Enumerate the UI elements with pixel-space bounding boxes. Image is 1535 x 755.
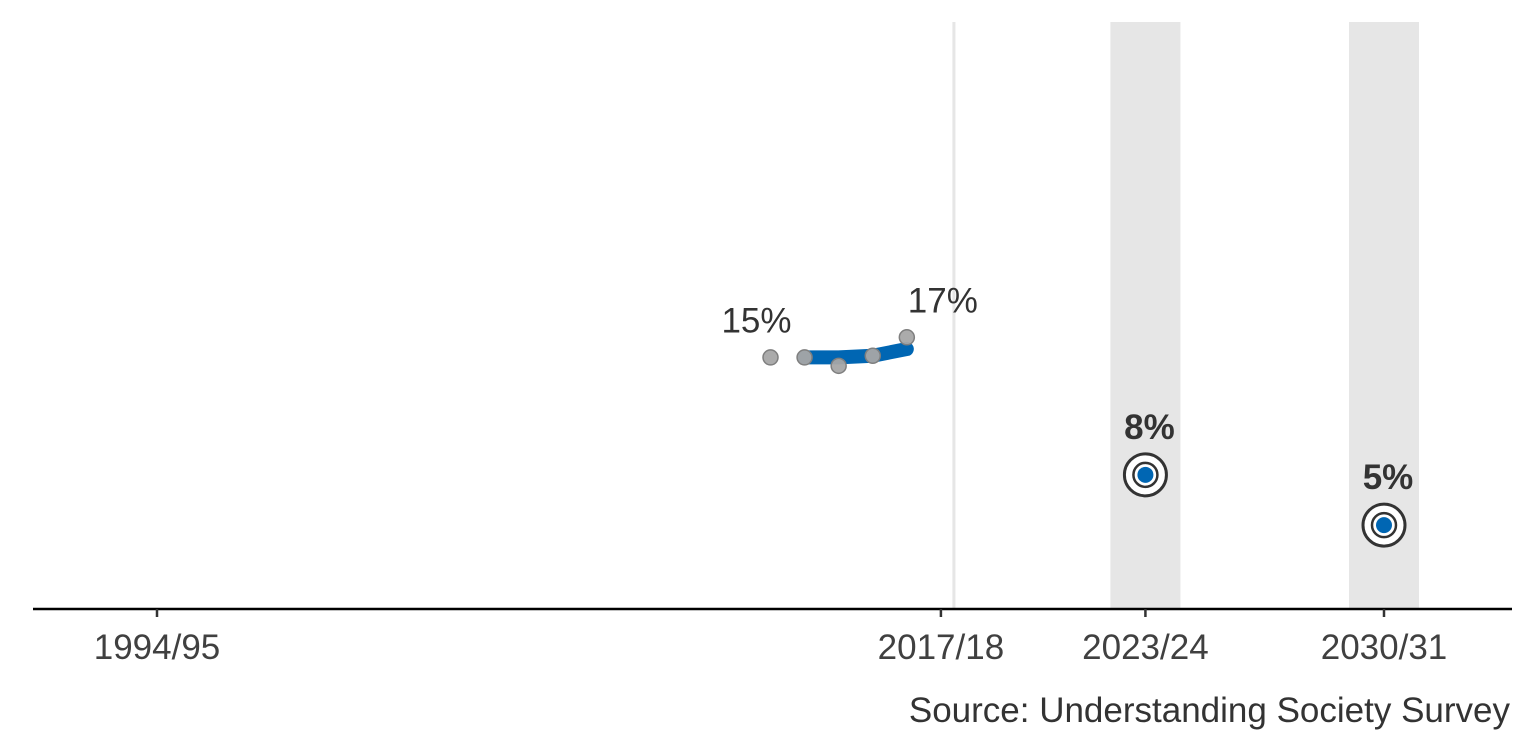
x-tick-label: 1994/95 [94,628,221,667]
source-caption: Source: Understanding Society Survey [909,691,1511,730]
annual-point [796,349,813,366]
target-point [1137,466,1154,483]
target-point [1376,517,1392,534]
x-axis: 1994/95 2017/18 2023/24 2030/31 [33,607,1512,667]
annual-point [762,349,779,366]
series-group [762,329,916,375]
annual-point [898,329,916,346]
targets-group: 8% 5% [1122,408,1414,548]
target-band [1110,22,1181,609]
data-labels-group: 15% 17% [721,281,977,340]
annual-point [864,347,881,365]
trend-line [797,342,914,365]
x-tick-label: 2030/31 [1321,628,1448,667]
target-bands [1110,22,1419,609]
x-tick-label: 2023/24 [1082,628,1209,667]
x-tick-label: 2017/18 [878,628,1005,667]
target-label: 5% [1363,458,1414,497]
data-label: 15% [721,301,791,340]
data-label: 17% [908,281,978,320]
annual-point [830,357,847,375]
target-label: 8% [1124,408,1175,447]
